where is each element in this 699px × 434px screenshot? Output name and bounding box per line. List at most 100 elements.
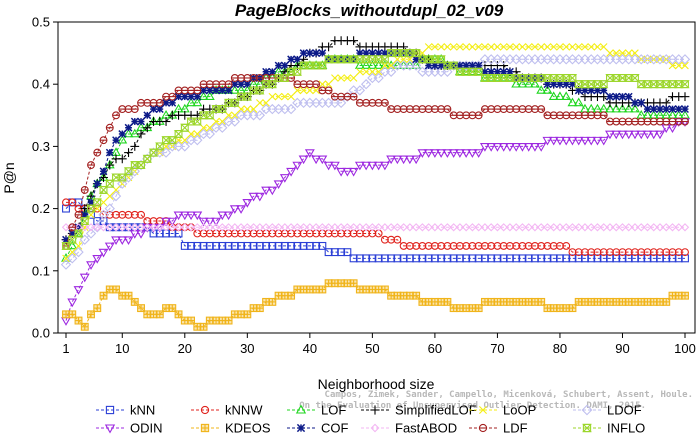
data-point: [405, 223, 415, 232]
data-point: [224, 80, 233, 89]
data-point: [454, 66, 465, 76]
data-point: [273, 180, 284, 190]
legend-label: kNNW: [225, 403, 263, 418]
data-point: [355, 49, 364, 58]
data-point: [136, 230, 146, 239]
data-point: [479, 143, 490, 152]
data-point: [261, 223, 271, 232]
data-point: [492, 72, 503, 82]
legend-item-fastabod: FastABOD: [361, 421, 457, 434]
y-tick-label: 0.5: [32, 15, 50, 30]
data-point: [318, 241, 327, 250]
data-point: [117, 173, 128, 182]
data-point: [674, 61, 683, 70]
data-point: [87, 161, 95, 170]
data-point: [174, 92, 183, 101]
data-point: [587, 86, 596, 95]
data-point: [543, 43, 552, 51]
data-point: [599, 223, 608, 232]
data-point: [223, 211, 234, 221]
legend-item-loop: LoOP: [469, 403, 536, 418]
data-point: [681, 254, 689, 263]
data-point: [199, 86, 208, 95]
data-point: [355, 285, 364, 294]
y-axis: 0.0 0.1 0.2 0.3 0.4 0.5: [32, 15, 58, 341]
data-point: [349, 74, 358, 82]
data-point: [418, 223, 427, 232]
legend-item-ldof: LDOF: [573, 403, 642, 418]
data-point: [105, 148, 114, 157]
data-point: [474, 43, 483, 51]
data-point: [324, 223, 333, 232]
data-point: [224, 223, 233, 232]
data-point: [404, 155, 415, 165]
legend-label: KDEOS: [225, 421, 271, 434]
data-point: [167, 217, 178, 227]
data-point: [612, 92, 621, 101]
data-point: [193, 130, 202, 138]
data-point: [117, 178, 128, 189]
data-point: [480, 223, 490, 232]
x-tick-label: 50: [365, 341, 379, 356]
data-point: [612, 49, 621, 57]
data-point: [173, 211, 184, 221]
data-point: [505, 67, 514, 76]
data-point: [261, 186, 272, 196]
data-point: [406, 55, 414, 64]
data-point: [362, 49, 371, 58]
data-point: [568, 223, 577, 232]
data-point: [656, 105, 664, 114]
data-point: [343, 74, 352, 82]
data-point: [568, 80, 577, 89]
data-point: [368, 49, 377, 58]
data-point: [324, 86, 333, 95]
data-point: [423, 149, 434, 158]
x-tick-label: 30: [240, 341, 254, 356]
legend-item-knn: kNN: [96, 403, 155, 418]
data-point: [562, 304, 571, 313]
data-point: [336, 223, 346, 232]
data-point: [461, 66, 472, 76]
data-point: [562, 241, 571, 250]
data-point: [61, 223, 71, 232]
data-point: [356, 67, 364, 76]
data-point: [443, 105, 452, 114]
data-point: [411, 49, 421, 58]
data-point: [385, 66, 397, 77]
series-ldf: [62, 74, 689, 250]
data-point: [681, 105, 689, 114]
data-point: [598, 80, 609, 89]
data-point: [617, 103, 628, 113]
data-point: [211, 217, 222, 227]
data-point: [473, 149, 484, 158]
data-point: [549, 223, 558, 232]
data-point: [536, 143, 547, 152]
data-point: [305, 223, 315, 232]
data-point: [410, 60, 422, 71]
data-point: [468, 223, 477, 232]
data-point: [368, 223, 377, 232]
chart-title: PageBlocks_withoutdupl_02_v09: [235, 1, 504, 20]
data-point: [224, 111, 233, 120]
data-point: [85, 228, 97, 239]
data-point: [293, 55, 302, 64]
data-point: [162, 98, 170, 107]
data-point: [443, 223, 452, 232]
data-point: [280, 61, 289, 70]
data-point: [679, 54, 691, 65]
series-group: [60, 36, 691, 331]
data-point: [348, 167, 359, 177]
data-point: [68, 310, 77, 319]
data-point: [312, 86, 320, 95]
data-point: [280, 223, 290, 232]
data-point: [218, 223, 227, 232]
data-point: [417, 149, 428, 158]
data-point: [229, 205, 240, 214]
data-point: [80, 185, 89, 194]
data-point: [93, 148, 102, 157]
data-point: [349, 36, 359, 46]
data-point: [386, 155, 397, 165]
data-point: [354, 60, 365, 69]
data-point: [292, 67, 303, 76]
data-point: [311, 223, 321, 232]
